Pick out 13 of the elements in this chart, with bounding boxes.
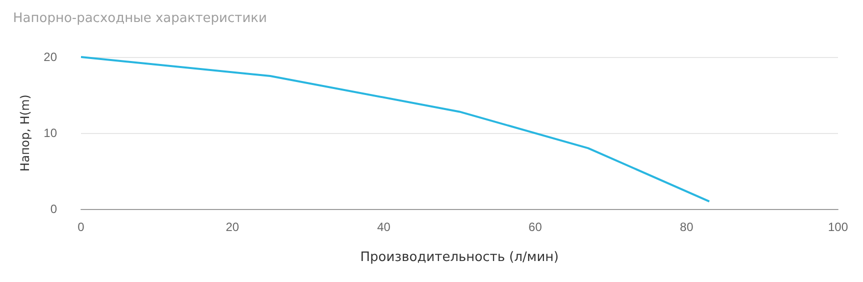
x-axis-title: Производительность (л/мин) bbox=[360, 250, 559, 265]
y-tick-label: 20 bbox=[44, 50, 58, 64]
x-tick-label: 100 bbox=[828, 220, 848, 234]
y-axis-title: Напор, H(m) bbox=[18, 94, 32, 172]
x-tick-label: 0 bbox=[78, 220, 85, 234]
x-tick-label: 40 bbox=[377, 220, 391, 234]
x-tick-label: 20 bbox=[226, 220, 240, 234]
x-tick-label: 60 bbox=[528, 220, 542, 234]
line-series bbox=[80, 56, 710, 202]
chart-title: Напорно-расходные характеристики bbox=[13, 11, 267, 26]
y-tick-label: 10 bbox=[44, 126, 58, 140]
y-tick-label: 0 bbox=[50, 202, 58, 216]
x-tick-label: 80 bbox=[680, 220, 694, 234]
